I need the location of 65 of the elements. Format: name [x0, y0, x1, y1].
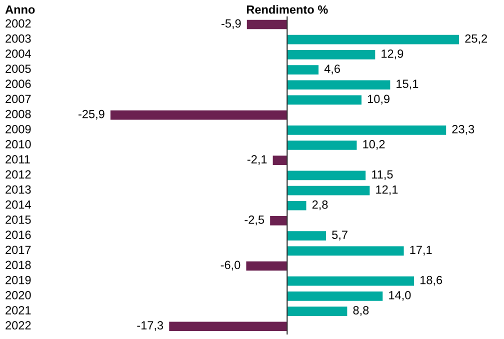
y-tick-label: 2017	[6, 246, 31, 254]
bar	[110, 110, 288, 120]
bar	[287, 292, 383, 301]
data-label: 12,9	[382, 49, 404, 60]
y-tick-label: 2019	[6, 276, 31, 284]
data-label: -6,0	[220, 260, 240, 271]
data-label: -25,9	[78, 110, 104, 120]
data-label: -17,3	[137, 321, 164, 331]
data-label: -2,1	[247, 155, 267, 165]
data-label: 11,5	[372, 170, 393, 180]
data-label: 2,8	[312, 200, 328, 210]
bar	[272, 156, 288, 166]
bar	[270, 216, 288, 226]
bar	[287, 231, 326, 240]
bar	[287, 65, 319, 74]
data-label: 15,1	[396, 80, 418, 90]
data-label: 14,0	[389, 290, 411, 301]
y-tick-label: 2008	[6, 110, 31, 118]
y-tick-label: 2003	[6, 34, 31, 43]
y-tick-label: 2015	[6, 216, 31, 224]
y-tick-label: 2004	[6, 49, 31, 58]
y-tick-label: 2010	[6, 140, 31, 148]
bar	[287, 140, 357, 150]
y-tick-label: 2005	[6, 64, 31, 73]
bar	[287, 50, 376, 60]
data-label: -5,9	[222, 19, 241, 30]
data-label: 4,6	[324, 64, 340, 74]
data-label: 23,3	[452, 124, 474, 135]
y-tick-label: 2018	[6, 260, 31, 270]
y-tick-label: 2013	[6, 185, 31, 194]
y-axis-title: Anno	[5, 6, 35, 14]
data-label: 10,9	[368, 94, 390, 105]
y-tick-label: 2022	[6, 321, 31, 330]
y-tick-label: 2012	[6, 170, 31, 179]
y-tick-label: 2016	[6, 230, 31, 239]
y-tick-label: 2020	[6, 290, 31, 300]
bar	[169, 322, 288, 332]
data-label: 25,2	[465, 34, 487, 44]
bar	[287, 186, 370, 196]
data-label: 10,2	[363, 140, 385, 150]
bar	[287, 170, 366, 180]
bar	[287, 80, 390, 90]
data-label: 8,8	[353, 306, 369, 316]
bar	[287, 246, 404, 256]
y-tick-label: 2021	[6, 306, 31, 314]
y-tick-label: 2014	[6, 200, 31, 209]
bar	[287, 125, 446, 135]
chart-title: Rendimento %	[246, 5, 328, 14]
bar	[246, 261, 288, 271]
data-label: 17,1	[410, 246, 432, 256]
bar	[287, 95, 362, 105]
y-tick-label: 2006	[6, 80, 31, 88]
data-label: -2,5	[244, 216, 264, 226]
y-tick-label: 2009	[6, 124, 31, 134]
y-tick-label: 2011	[6, 155, 30, 164]
bar	[287, 276, 414, 286]
data-label: 12,1	[376, 185, 398, 196]
data-label: 18,6	[420, 276, 442, 286]
bar	[287, 306, 348, 316]
bar	[287, 200, 306, 210]
data-label: 5,7	[332, 230, 348, 240]
bar	[246, 20, 288, 30]
y-tick-label: 2002	[6, 19, 31, 28]
y-tick-label: 2007	[6, 94, 31, 104]
bar	[287, 34, 460, 44]
